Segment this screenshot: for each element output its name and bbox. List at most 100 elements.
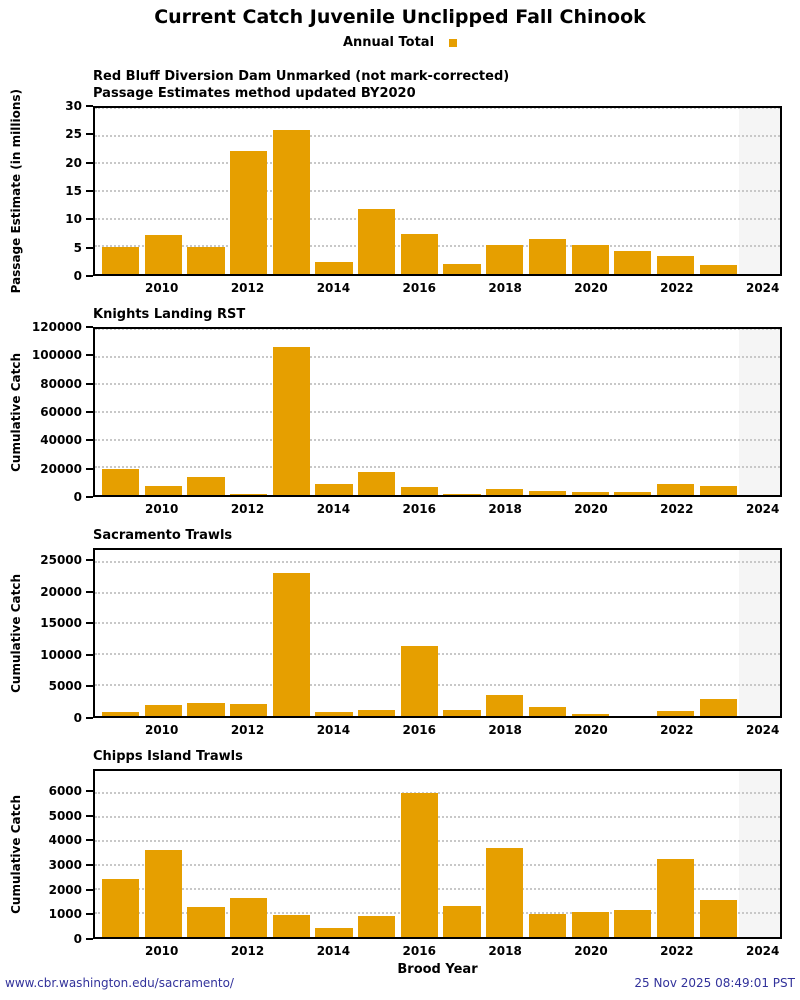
- x-tick-label: 2022: [660, 502, 694, 516]
- bar-2023: [699, 699, 737, 716]
- y-tick-label: 0: [74, 269, 93, 283]
- tick-mark: [86, 218, 93, 221]
- footer-timestamp: 25 Nov 2025 08:49:01 PST: [634, 976, 795, 990]
- bar-2017: [443, 264, 481, 274]
- x-tick-label: 2016: [402, 502, 436, 516]
- bar-2010: [144, 849, 182, 937]
- bar-2019: [528, 914, 566, 937]
- bar-2016: [400, 233, 438, 274]
- gridline: [95, 134, 780, 137]
- gridline: [95, 383, 780, 386]
- y-tick-label: 25000: [40, 553, 93, 567]
- gridline: [95, 355, 780, 358]
- chart-panel-red-bluff: Red Bluff Diversion Dam Unmarked (not ma…: [0, 68, 800, 296]
- y-axis-label-column: Cumulative Catch: [0, 769, 31, 939]
- y-axis-label-column: Cumulative Catch: [0, 548, 31, 718]
- panel-title-block: Sacramento Trawls: [93, 527, 800, 544]
- y-tick-label: 0: [74, 932, 93, 946]
- bar-2009: [102, 469, 140, 495]
- x-tick-label: 2016: [402, 281, 436, 295]
- tick-mark: [86, 814, 93, 817]
- y-axis-ticks: 0 1000 2000 3000 4000 5000 6000: [31, 769, 93, 946]
- y-tick-label: 5000: [49, 679, 93, 693]
- panel-title-block: Red Bluff Diversion Dam Unmarked (not ma…: [93, 68, 800, 102]
- bar-2012: [230, 703, 268, 716]
- tick-mark: [86, 864, 93, 867]
- x-tick-label: 2024: [745, 502, 780, 516]
- bar-2010: [144, 486, 182, 495]
- y-axis-ticks: 0 5000 10000 15000 20000 25000: [31, 548, 93, 725]
- future-year-shade: [739, 550, 780, 716]
- y-tick-label: 30: [65, 99, 93, 113]
- tick-mark: [86, 559, 93, 561]
- bar-2015: [358, 471, 396, 495]
- y-tick-label: 10000: [40, 648, 93, 662]
- bar-2023: [699, 485, 737, 495]
- bar-2013: [272, 129, 310, 274]
- chart-row: Passage Estimate (in millions) 0 5 10 15 20 2…: [0, 89, 800, 293]
- y-tick-label: 0: [74, 490, 93, 504]
- plot-area: [93, 327, 782, 497]
- bar-2014: [315, 927, 353, 937]
- panel-title: Red Bluff Diversion Dam Unmarked (not ma…: [93, 69, 510, 84]
- y-tick-label: 20000: [40, 585, 93, 599]
- gridline: [95, 162, 780, 165]
- tick-mark: [86, 590, 93, 593]
- panel-subtitle: Passage Estimates method updated BY2020: [93, 86, 416, 101]
- x-tick-label: 2016: [402, 944, 436, 958]
- bar-2016: [400, 486, 438, 495]
- tick-mark: [86, 790, 93, 793]
- x-tick-label: 2010: [144, 944, 179, 958]
- tick-mark: [86, 246, 93, 249]
- tick-mark: [86, 839, 93, 842]
- x-tick-label: 2018: [488, 502, 522, 516]
- bar-2021: [614, 909, 652, 937]
- y-tick-label: 15000: [40, 616, 93, 630]
- x-tick-label: 2024: [745, 723, 780, 737]
- bar-2017: [443, 906, 481, 937]
- x-tick-label: 2014: [316, 281, 351, 295]
- y-tick-label: 5000: [49, 809, 93, 823]
- y-tick-label: 4000: [49, 833, 93, 847]
- chart-row: Cumulative Catch 0 1000 2000 3000 4000 5000 60…: [0, 769, 800, 946]
- bar-2020: [571, 713, 609, 716]
- tick-mark: [86, 439, 93, 442]
- bar-2013: [272, 346, 310, 495]
- bar-2015: [358, 916, 396, 937]
- tick-mark: [86, 133, 93, 136]
- tick-mark: [86, 888, 93, 891]
- y-tick-label: 120000: [32, 320, 93, 334]
- y-tick-label: 3000: [49, 858, 93, 872]
- panel-title-block: Knights Landing RST: [93, 306, 800, 323]
- bar-2023: [699, 899, 737, 937]
- tick-mark: [86, 190, 93, 192]
- bar-2022: [656, 483, 694, 495]
- gridline: [95, 591, 780, 594]
- x-tick-label: 2018: [488, 944, 522, 958]
- y-tick-label: 20000: [40, 462, 93, 476]
- x-tick-label: 2020: [574, 944, 608, 958]
- bar-2011: [187, 907, 225, 937]
- bar-2020: [571, 912, 609, 937]
- x-tick-label: 2022: [660, 723, 694, 737]
- bar-2015: [358, 709, 396, 716]
- y-tick-label: 80000: [40, 377, 93, 391]
- x-axis-ticks: 2010 2012 2014 2016 2018 2020 2022 2024: [93, 939, 782, 959]
- y-tick-label: 1000: [49, 907, 93, 921]
- x-tick-label: 2018: [488, 281, 522, 295]
- tick-mark: [86, 161, 93, 164]
- x-tick-label: 2014: [316, 944, 351, 958]
- y-axis-label: Passage Estimate (in millions): [8, 88, 23, 294]
- x-tick-label: 2018: [488, 723, 522, 737]
- bar-2018: [486, 848, 524, 937]
- y-tick-label: 6000: [49, 784, 93, 798]
- y-tick-label: 40000: [40, 433, 93, 447]
- y-axis-label-column: Cumulative Catch: [0, 327, 31, 497]
- panel-title: Knights Landing RST: [93, 307, 246, 322]
- y-axis-label: Cumulative Catch: [8, 352, 23, 472]
- chart-panel-sacramento-trawls: Sacramento Trawls Cumulative Catch 0 5000…: [0, 527, 800, 738]
- footer-url: www.cbr.washington.edu/sacramento/: [5, 976, 234, 990]
- bar-2020: [571, 491, 609, 495]
- bar-2014: [315, 712, 353, 716]
- y-tick-label: 25: [65, 127, 93, 141]
